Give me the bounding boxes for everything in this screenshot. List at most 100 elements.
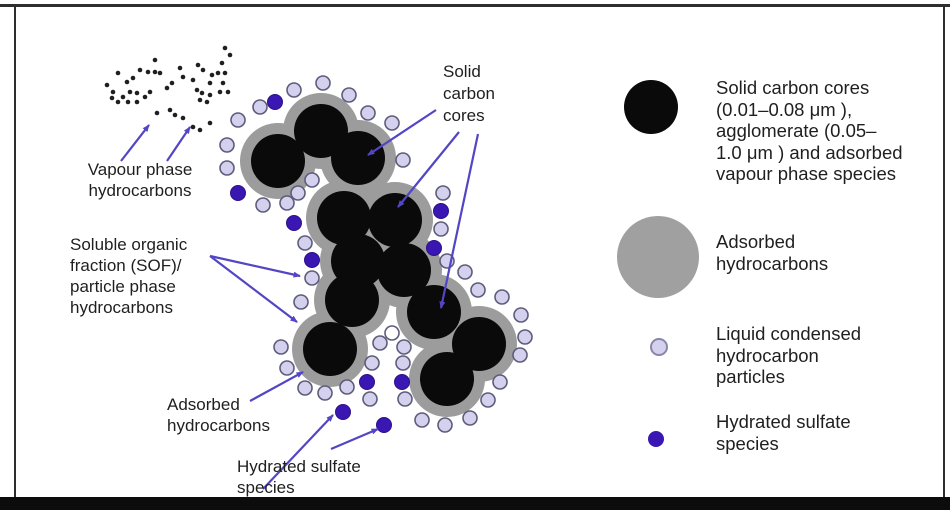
vapour-molecule-dot [209,72,215,78]
hydrated-sulfate-particle [359,374,375,390]
vapour-molecule-dot [157,70,163,76]
sulfate-arrow-1 [262,414,334,490]
liquid-condensed-particle [339,379,355,395]
vapour-molecule-dot [104,82,110,88]
sof-label-line2: fraction (SOF)/ [70,256,182,275]
vapour-molecule-dot [115,70,121,76]
vapour-molecule-dot [152,57,158,63]
liquid-condensed-particle [230,112,246,128]
vapour-label-line1: Vapour phase [88,160,193,179]
legend-line: Liquid condensed [716,323,862,344]
frame-top-border [0,4,950,7]
sof-label: Soluble organic fraction (SOF)/ particle… [70,235,188,317]
vapour-molecule-dot [120,94,126,100]
vapour-molecule-dot [125,99,131,105]
hydrated-sulfate-particle [267,94,283,110]
liquid-condensed-particle [414,412,430,428]
vapour-molecule-dot [219,60,225,66]
liquid-condensed-particle [317,385,333,401]
vapour-molecule-dot [145,69,151,75]
vapour-molecule-dot [127,89,133,95]
vapour-molecule-dot [215,70,221,76]
solid-cores-arrow-2 [397,131,460,208]
liquid-condensed-particle [290,185,306,201]
solid-carbon-core [331,131,385,185]
annotation-arrows [120,109,480,490]
sof-label-line3: particle phase [70,277,176,296]
vapour-molecule-dot [227,52,233,58]
vapour-molecule-dot [142,94,148,100]
hydrated-sulfate-particle [376,417,392,433]
solid-carbon-cores-cluster [251,104,506,406]
liquid-condensed-particle [293,294,309,310]
liquid-condensed-particle [480,392,496,408]
vapour-molecule-dot [169,80,175,86]
adsorbed-arrow [249,371,304,402]
frame-right-border [943,7,945,497]
liquid-condensed-particle [517,329,533,345]
liquid-condensed-symbol [650,338,668,356]
vapour-molecule-dot [207,80,213,86]
solid-cores-arrow-3 [439,133,480,309]
solid-carbon-core [407,285,461,339]
liquid-condensed-particle [513,307,529,323]
sulfate-label: Hydrated sulfate species [237,457,361,497]
liquid-condensed-particle [395,355,411,371]
solid-carbon-core [303,322,357,376]
legend-item-hydrated-sulfate: Hydrated sulfate species [716,411,941,454]
legend-line: hydrocarbons [716,252,829,274]
vapour-molecule-dot [172,112,178,118]
liquid-condensed-particle [396,339,412,355]
liquid-condensed-particle [304,172,320,188]
liquid-condensed-particle [397,391,413,407]
vapour-molecule-dot [110,89,116,95]
vapour-molecule-dot [207,92,213,98]
solid-cores-label-line1: Solid [443,62,481,81]
vapour-molecule-dot [154,110,160,116]
solid-cores-label-line2: carbon [443,84,495,103]
liquid-condensed-particle [512,347,528,363]
liquid-condensed-droplets [219,75,533,433]
vapour-label-line2: hydrocarbons [88,181,191,200]
vapour-molecule-dot [180,115,186,121]
adsorbed-hydrocarbons-symbol [617,216,699,298]
solid-carbon-core [368,193,422,247]
sof-label-line1: Soluble organic [70,235,188,254]
liquid-condensed-particle [435,185,451,201]
solid-carbon-core [294,104,348,158]
legend-item-liquid-condensed: Liquid condensed hydrocarbon particles [716,323,941,388]
liquid-condensed-particle [273,339,289,355]
vapour-phase-dot-cloud [104,45,233,133]
legend-item-adsorbed-hydrocarbons: Adsorbed hydrocarbons [716,231,941,274]
legend-line: particles [716,366,785,387]
liquid-condensed-particle [462,410,478,426]
liquid-condensed-particle [304,270,320,286]
liquid-condensed-particle [255,197,271,213]
vapour-molecule-dot [164,85,170,91]
solid-cores-label-line3: cores [443,106,485,125]
vapour-label: Vapour phase hydrocarbons [88,160,193,200]
liquid-condensed-particle [457,264,473,280]
solid-carbon-core [251,134,305,188]
vapour-molecule-dot [134,90,140,96]
liquid-condensed-particle [364,355,380,371]
frame-bottom-border [0,497,950,510]
sulfate-arrow-2 [330,427,379,451]
vapour-molecule-dot [199,90,205,96]
vapour-arrow-2 [166,126,191,162]
hydrated-sulfate-particle [230,185,246,201]
sof-arrow-2 [209,255,298,323]
hydrated-sulfate-particle [335,404,351,420]
adsorbed-label-line2: hydrocarbons [167,416,270,435]
liquid-condensed-particle [297,235,313,251]
vapour-molecule-dot [130,75,136,81]
frame-left-border [14,5,16,497]
solid-carbon-core-symbol [624,80,678,134]
liquid-condensed-particle [279,195,295,211]
vapour-molecule-dot [115,99,121,105]
legend-line: agglomerate (0.05– [716,120,877,141]
liquid-condensed-particle [437,417,453,433]
liquid-condensed-particle [286,82,302,98]
hydrated-sulfate-particle [394,374,410,390]
